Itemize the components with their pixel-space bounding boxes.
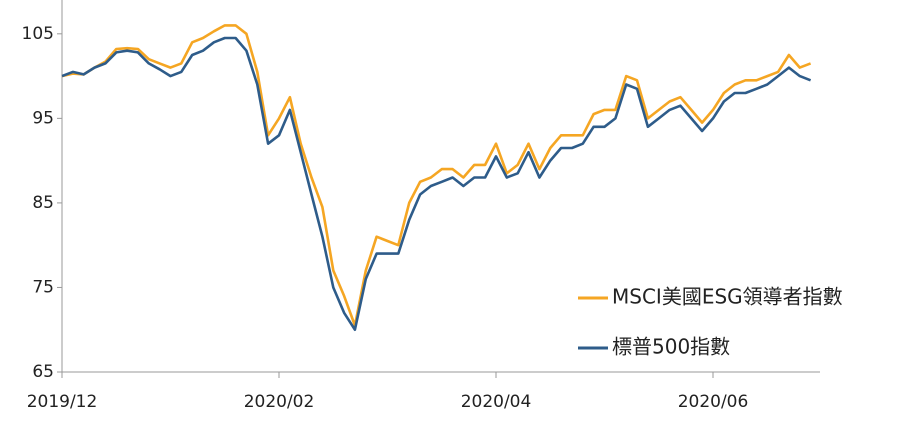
x-tick-label: 2020/02 [244, 392, 315, 412]
y-tick-label: 95 [32, 108, 54, 128]
y-tick-label: 75 [32, 277, 54, 297]
series-line [61, 24, 812, 327]
y-tick-label: 85 [32, 193, 54, 213]
series-line [61, 36, 812, 331]
x-tick-label: 2019/12 [27, 392, 98, 412]
x-tick-label: 2020/06 [678, 392, 749, 412]
y-tick-label: 105 [22, 24, 54, 44]
legend-label: 標普500指數 [612, 335, 730, 359]
x-tick-label: 2020/04 [461, 392, 532, 412]
y-tick-label: 65 [32, 362, 54, 382]
legend-label: MSCI美國ESG領導者指數 [612, 285, 843, 309]
